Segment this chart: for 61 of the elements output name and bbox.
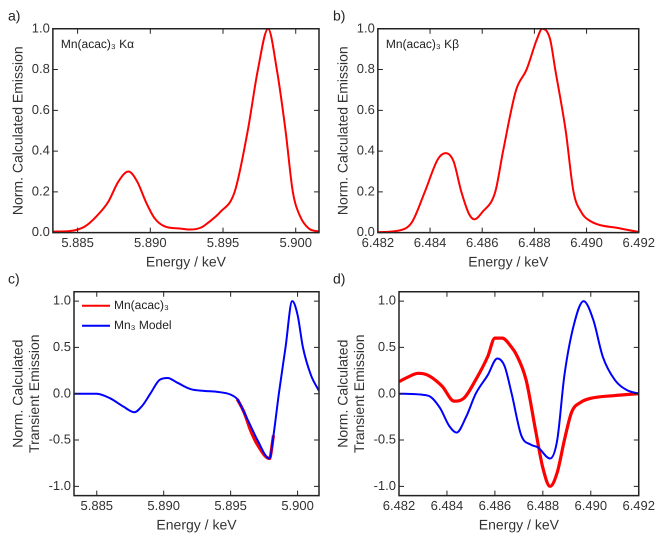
legend-label: Mn(acac)₃ bbox=[114, 298, 170, 312]
y-tick-label: -1.0 bbox=[48, 478, 71, 493]
x-axis-title: Energy / keV bbox=[468, 253, 550, 270]
y-tick-label: 0.0 bbox=[32, 224, 50, 240]
annotation: Mn(acac)₃ Kα bbox=[60, 37, 134, 52]
chart-title: d) bbox=[333, 270, 346, 286]
line-series bbox=[378, 28, 639, 233]
line-series bbox=[399, 336, 639, 488]
x-tick-label: 6.484 bbox=[414, 234, 446, 250]
x-tick-label: 6.490 bbox=[570, 234, 603, 250]
legend-label: Mn₃ Model bbox=[114, 318, 172, 332]
x-tick-label: 5.900 bbox=[279, 234, 312, 250]
y-tick-label: 0.6 bbox=[32, 102, 50, 117]
x-tick-label: 6.492 bbox=[622, 498, 656, 513]
x-tick-label: 6.490 bbox=[574, 498, 608, 513]
y-tick-label: -1.0 bbox=[374, 478, 396, 493]
y-tick-label: 0.0 bbox=[378, 385, 396, 400]
y-axis-title: Norm. Calculated Transient Emission bbox=[9, 334, 42, 453]
y-tick-label: -0.5 bbox=[374, 432, 396, 447]
x-tick-label: 6.486 bbox=[466, 234, 498, 250]
x-axis-title: Energy / keV bbox=[478, 516, 560, 532]
x-tick-label: 5.890 bbox=[147, 498, 180, 513]
y-tick-label: 0.8 bbox=[32, 61, 50, 76]
y-tick-label: 1.0 bbox=[52, 292, 71, 308]
y-tick-label: 0.5 bbox=[52, 338, 71, 354]
chart-title: c) bbox=[8, 270, 20, 286]
x-tick-label: 6.486 bbox=[478, 498, 512, 513]
line-series bbox=[52, 28, 319, 233]
x-tick-label: 5.885 bbox=[80, 498, 114, 513]
x-tick-label: 5.895 bbox=[206, 234, 240, 250]
y-tick-label: 0.4 bbox=[32, 142, 50, 158]
y-tick-label: 0.4 bbox=[356, 142, 375, 158]
x-tick-label: 6.484 bbox=[430, 498, 464, 513]
y-tick-label: -0.5 bbox=[48, 432, 71, 447]
line-series bbox=[399, 300, 639, 460]
y-tick-label: 0.6 bbox=[356, 102, 375, 117]
line-series bbox=[74, 300, 319, 460]
x-tick-label: 5.890 bbox=[134, 234, 167, 250]
y-axis-title: Norm. Calculated Emission bbox=[334, 46, 350, 216]
x-tick-label: 6.488 bbox=[518, 234, 551, 250]
y-tick-label: 0.5 bbox=[378, 338, 396, 354]
x-tick-label: 5.885 bbox=[61, 234, 94, 250]
x-tick-label: 6.488 bbox=[526, 498, 560, 513]
x-tick-label: 5.900 bbox=[281, 498, 314, 513]
x-axis-title: Energy / keV bbox=[156, 516, 238, 532]
y-axis-title: Norm. Calculated Transient Emission bbox=[334, 334, 368, 453]
x-axis-title: Energy / keV bbox=[146, 253, 227, 270]
annotation: Mn(acac)₃ Kβ bbox=[386, 37, 460, 52]
x-tick-label: 6.492 bbox=[622, 234, 656, 250]
y-tick-label: 0.0 bbox=[52, 385, 71, 400]
chart-title: b) bbox=[333, 7, 346, 24]
y-tick-label: 1.0 bbox=[378, 292, 396, 308]
x-tick-label: 5.895 bbox=[214, 498, 247, 513]
y-tick-label: 1.0 bbox=[356, 20, 375, 36]
chart-title: a) bbox=[8, 7, 20, 24]
y-tick-label: 0.2 bbox=[356, 183, 375, 198]
x-tick-label: 6.482 bbox=[382, 498, 416, 513]
y-axis-title: Norm. Calculated Emission bbox=[9, 46, 26, 216]
y-tick-label: 1.0 bbox=[32, 20, 50, 36]
y-tick-label: 0.8 bbox=[356, 61, 375, 76]
y-tick-label: 0.2 bbox=[32, 183, 50, 198]
